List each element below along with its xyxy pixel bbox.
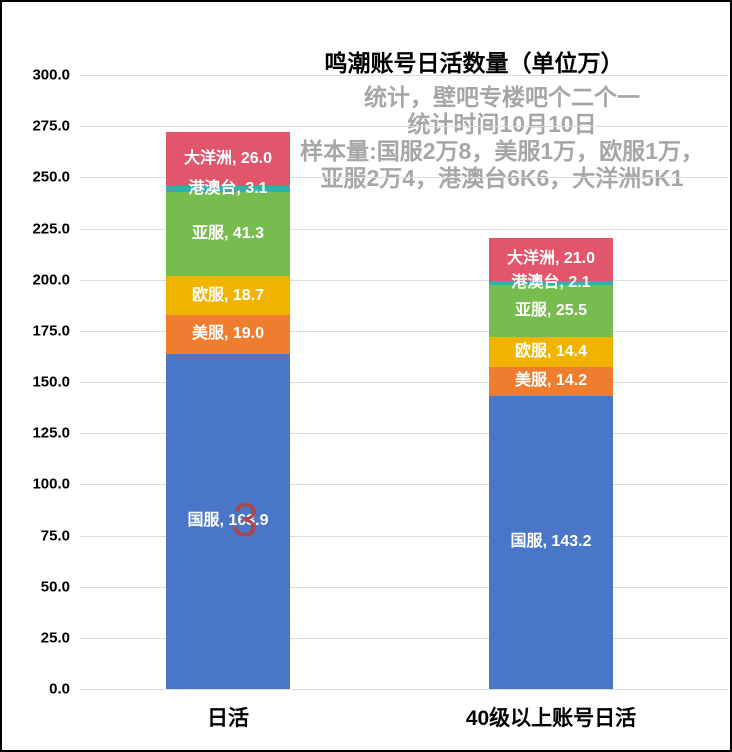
y-axis-tick-label: 200.0 (32, 271, 70, 289)
bar-segment-欧服-1 (489, 337, 613, 367)
gridline (80, 382, 728, 383)
chart-subtitle-line-2: 统计时间10月10日 (407, 111, 597, 137)
x-axis-category-label: 40级以上账号日活 (465, 707, 637, 730)
y-axis-tick-label: 275.0 (32, 117, 70, 135)
bar-segment-港澳台-0 (166, 185, 290, 192)
bar-segment-国服-1 (489, 395, 613, 689)
segment-value-label: 美服, 19.0 (191, 325, 265, 343)
chart-subtitle-line-3: 样本量:国服2万8，美服1万，欧服1万， (300, 138, 704, 164)
y-axis-tick-label: 50.0 (40, 578, 70, 596)
x-axis-category-label: 日活 (207, 707, 249, 730)
segment-value-label: 欧服, 18.7 (191, 286, 265, 304)
gridline (80, 586, 728, 588)
handwritten-annotation-3: 3 (230, 492, 260, 547)
gridline (80, 177, 728, 179)
segment-value-label: 欧服, 14.4 (514, 343, 588, 361)
bar-segment-美服-0 (166, 314, 290, 354)
segment-value-label: 国服, 143.2 (510, 533, 592, 551)
bar-segment-欧服-0 (166, 276, 290, 315)
gridline (80, 433, 728, 435)
gridline (80, 126, 728, 128)
bar-segment-亚服-1 (489, 285, 613, 338)
segment-value-label: 大洋洲, 21.0 (506, 250, 596, 268)
bar-segment-美服-1 (489, 366, 613, 396)
y-axis-tick-label: 250.0 (32, 168, 70, 186)
y-axis-tick-label: 175.0 (32, 322, 70, 340)
gridline (80, 484, 728, 486)
bar-segment-港澳台-1 (489, 280, 613, 286)
y-axis-tick-label: 0.0 (49, 680, 70, 698)
bar-segment-国服-0 (166, 353, 290, 689)
gridline (80, 535, 728, 537)
y-axis-tick-label: 150.0 (32, 373, 70, 391)
bar-segment-大洋洲-0 (166, 132, 290, 186)
y-axis-tick-label: 125.0 (32, 424, 70, 442)
chart-subtitle-line-4: 亚服2万4，港澳台6K6，大洋洲5K1 (320, 165, 684, 191)
y-axis-tick-label: 225.0 (32, 220, 70, 237)
segment-value-label: 港澳台, 2.1 (511, 274, 591, 292)
y-axis-tick-label: 100.0 (32, 475, 70, 493)
chart-title: 鸣潮账号日活数量（单位万） (324, 50, 624, 76)
gridline (80, 689, 728, 690)
segment-value-label: 大洋洲, 26.0 (183, 149, 273, 167)
gridline (80, 279, 728, 281)
segment-value-label: 美服, 14.2 (514, 372, 588, 390)
chart-subtitle-line-1: 统计，壁吧专楼吧个二个一 (364, 84, 640, 110)
gridline (80, 75, 728, 76)
gridline (80, 228, 728, 230)
segment-value-label: 港澳台, 3.1 (188, 179, 268, 197)
segment-value-label: 国服, 163.9 (187, 512, 269, 530)
y-axis-tick-label: 25.0 (40, 629, 70, 647)
bar-segment-大洋洲-1 (489, 237, 613, 281)
segment-value-label: 亚服, 25.5 (514, 302, 588, 320)
y-axis-tick-label: 300.0 (32, 66, 70, 84)
gridline (80, 330, 728, 332)
segment-value-label: 亚服, 41.3 (191, 225, 265, 243)
gridline (80, 637, 728, 639)
y-axis-tick-label: 75.0 (40, 527, 70, 544)
bar-segment-亚服-0 (166, 191, 290, 277)
